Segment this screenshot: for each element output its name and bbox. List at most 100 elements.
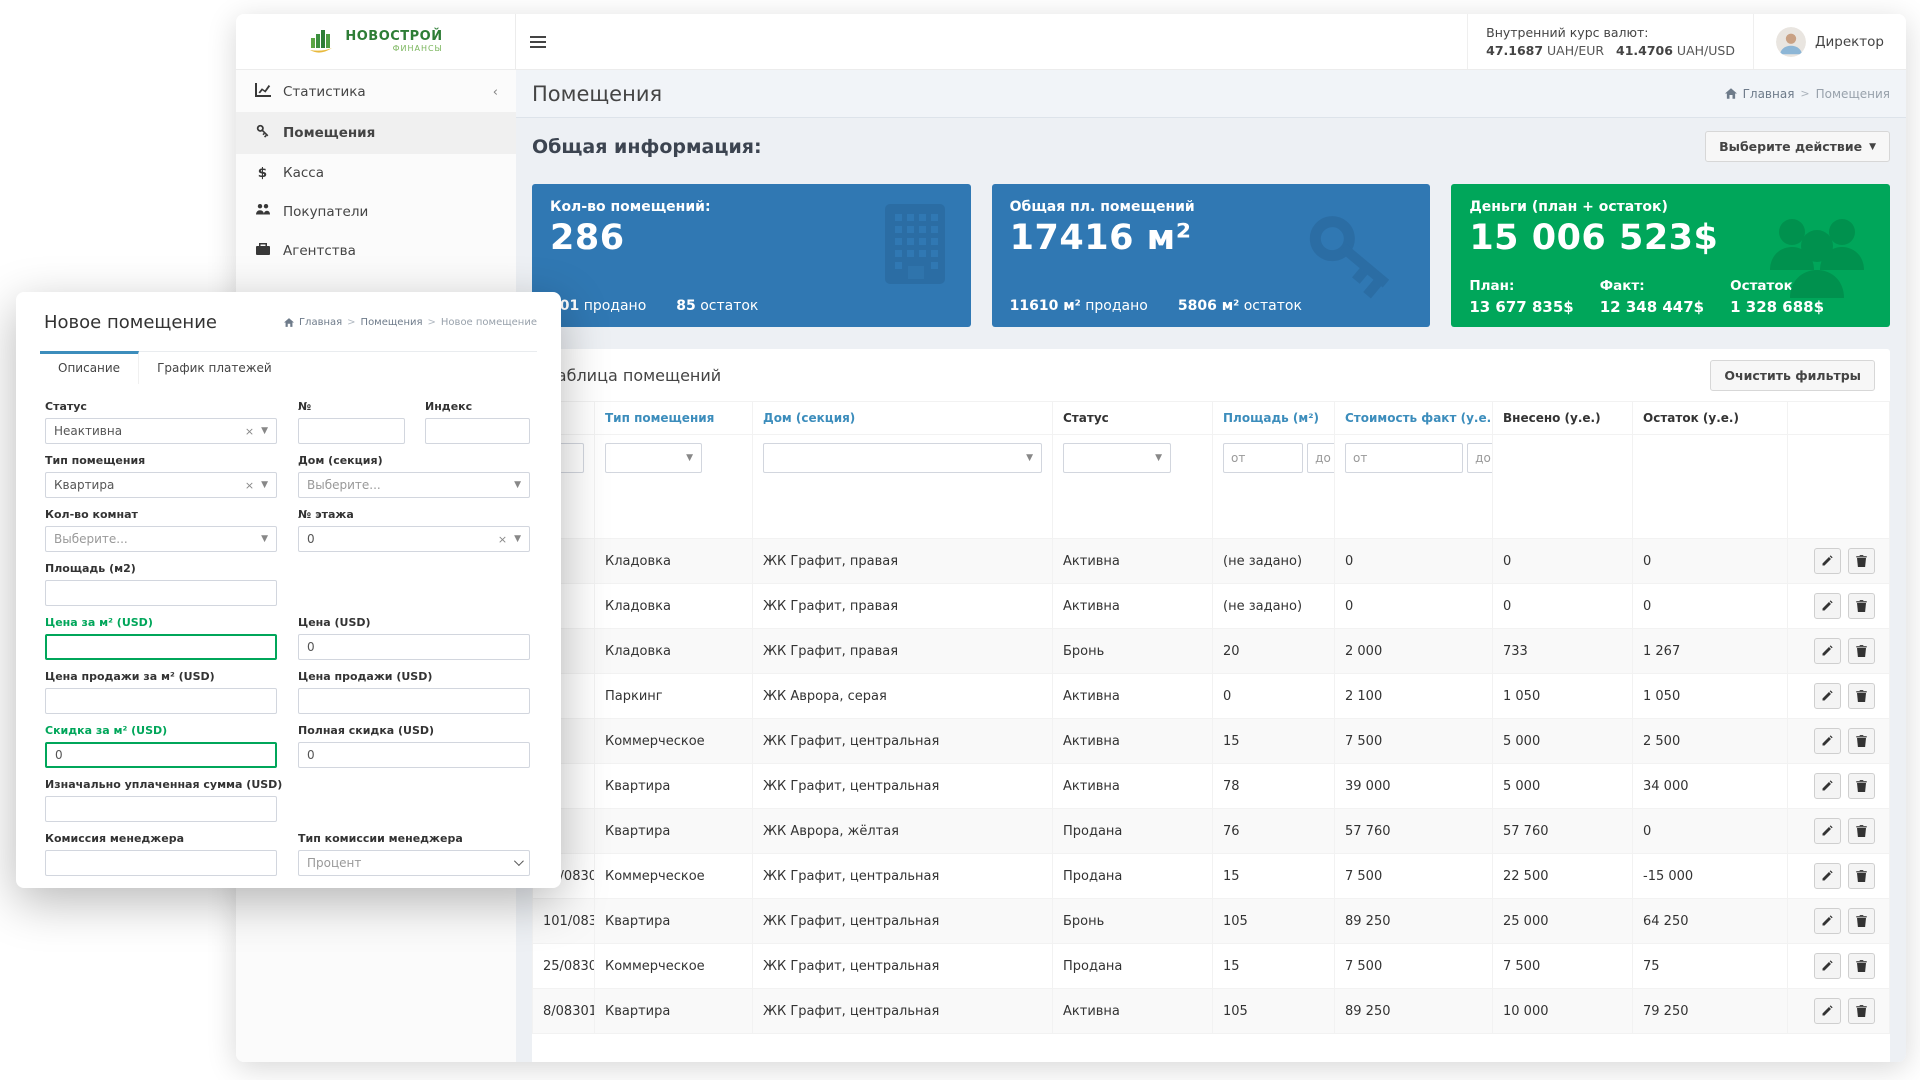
initial-paid-sum-input[interactable] [45, 796, 277, 822]
currency-title: Внутренний курс валют: [1486, 25, 1735, 40]
clear-icon[interactable]: × [245, 425, 254, 438]
cell-house: ЖК Графит, правая [753, 539, 1053, 584]
filter-cost-from-input[interactable] [1345, 443, 1463, 473]
sidebar-item-premises[interactable]: Помещения [236, 112, 516, 154]
full-discount-input[interactable] [298, 742, 530, 768]
cell-rest: 75 [1633, 944, 1788, 989]
floor-select[interactable]: 0 ×▼ [298, 526, 530, 552]
clear-icon[interactable]: × [498, 533, 507, 546]
delete-button[interactable] [1848, 863, 1875, 889]
delete-button[interactable] [1848, 908, 1875, 934]
col-cost[interactable]: Стоимость факт (у.е.) [1335, 402, 1493, 435]
edit-button[interactable] [1814, 593, 1841, 619]
edit-button[interactable] [1814, 908, 1841, 934]
edit-button[interactable] [1814, 818, 1841, 844]
manager-commission-input[interactable] [45, 850, 277, 876]
status-select[interactable]: Неактивна ×▼ [45, 418, 277, 444]
sidebar-item-cashbox[interactable]: $ Касса [236, 154, 516, 192]
breadcrumb-home[interactable]: Главная [299, 317, 342, 328]
edit-button[interactable] [1814, 638, 1841, 664]
col-status[interactable]: Статус [1053, 402, 1213, 435]
filter-area-to-input[interactable] [1307, 443, 1334, 473]
price-input[interactable] [298, 634, 530, 660]
delete-button[interactable] [1848, 998, 1875, 1024]
pencil-icon [1821, 870, 1833, 882]
commission-type-select[interactable]: Процент [298, 850, 530, 876]
sale-price-per-m2-input[interactable] [45, 688, 277, 714]
edit-button[interactable] [1814, 683, 1841, 709]
table-row: Кладовка ЖК Графит, правая Активна (не з… [533, 584, 1890, 629]
cell-cost: 2 000 [1335, 629, 1493, 674]
col-area[interactable]: Площадь (м²) [1213, 402, 1335, 435]
cell-status: Бронь [1053, 629, 1213, 674]
sidebar-item-agencies[interactable]: Агентства [236, 231, 516, 271]
users-group-icon [1762, 210, 1872, 306]
delete-button[interactable] [1848, 548, 1875, 574]
user-menu[interactable]: Директор [1753, 14, 1906, 69]
delete-button[interactable] [1848, 773, 1875, 799]
edit-button[interactable] [1814, 773, 1841, 799]
filter-status-select[interactable]: ▼ [1063, 443, 1171, 473]
area-input[interactable] [45, 580, 277, 606]
edit-button[interactable] [1814, 998, 1841, 1024]
delete-button[interactable] [1848, 638, 1875, 664]
hamburger-icon[interactable] [516, 14, 560, 69]
delete-button[interactable] [1848, 593, 1875, 619]
breadcrumb-current: Помещения [1816, 87, 1890, 101]
delete-button[interactable] [1848, 728, 1875, 754]
cell-paid: 5 000 [1493, 764, 1633, 809]
delete-button[interactable] [1848, 683, 1875, 709]
cell-status: Продана [1053, 944, 1213, 989]
number-input[interactable] [298, 418, 405, 444]
premises-table-box: Таблица помещений Очистить фильтры № Тип… [532, 349, 1890, 1062]
trash-icon [1856, 825, 1867, 837]
price-per-m2-input[interactable] [45, 634, 277, 660]
choose-action-button[interactable]: Выберите действие ▼ [1705, 131, 1890, 162]
cell-type: Кладовка [595, 629, 753, 674]
edit-button[interactable] [1814, 953, 1841, 979]
cell-actions [1788, 899, 1890, 944]
house-select[interactable]: Выберите... ▼ [298, 472, 530, 498]
clear-filters-button[interactable]: Очистить фильтры [1710, 360, 1875, 391]
logo[interactable]: НОВОСТРОЙ ФИНАНСЫ [236, 14, 516, 69]
filter-area-from-input[interactable] [1223, 443, 1303, 473]
filter-type-select[interactable]: ▼ [605, 443, 702, 473]
cell-type: Квартира [595, 989, 753, 1034]
edit-button[interactable] [1814, 728, 1841, 754]
tab-payment-schedule[interactable]: График платежей [139, 352, 290, 384]
trash-icon [1856, 555, 1867, 567]
cell-house: ЖК Графит, центральная [753, 764, 1053, 809]
clear-icon[interactable]: × [245, 479, 254, 492]
cell-area: 20 [1213, 629, 1335, 674]
sidebar-item-buyers[interactable]: Покупатели [236, 192, 516, 231]
cell-cost: 7 500 [1335, 944, 1493, 989]
sidebar-item-statistics[interactable]: Статистика ‹ [236, 72, 516, 112]
filter-house-select[interactable]: ▼ [763, 443, 1042, 473]
breadcrumb-home[interactable]: Главная [1743, 87, 1795, 101]
cell-area: 105 [1213, 899, 1335, 944]
edit-button[interactable] [1814, 548, 1841, 574]
edit-button[interactable] [1814, 863, 1841, 889]
premise-type-select[interactable]: Квартира ×▼ [45, 472, 277, 498]
delete-button[interactable] [1848, 818, 1875, 844]
cell-paid: 5 000 [1493, 719, 1633, 764]
col-type[interactable]: Тип помещения [595, 402, 753, 435]
cell-actions [1788, 854, 1890, 899]
rooms-select[interactable]: Выберите... ▼ [45, 526, 277, 552]
breadcrumb-premises[interactable]: Помещения [361, 317, 423, 328]
index-input[interactable] [425, 418, 530, 444]
pencil-icon [1821, 600, 1833, 612]
col-house[interactable]: Дом (секция) [753, 402, 1053, 435]
new-premise-form: Статус Неактивна ×▼ № Индекс Тип помещен… [16, 384, 561, 886]
trash-icon [1856, 915, 1867, 927]
caret-down-icon: ▼ [1869, 142, 1876, 152]
cell-actions [1788, 764, 1890, 809]
tab-description[interactable]: Описание [40, 351, 139, 384]
trash-icon [1856, 735, 1867, 747]
discount-per-m2-input[interactable] [45, 742, 277, 768]
filter-cost-to-input[interactable] [1467, 443, 1492, 473]
delete-button[interactable] [1848, 953, 1875, 979]
users-icon [254, 203, 271, 220]
cell-house: ЖК Графит, центральная [753, 899, 1053, 944]
sale-price-input[interactable] [298, 688, 530, 714]
